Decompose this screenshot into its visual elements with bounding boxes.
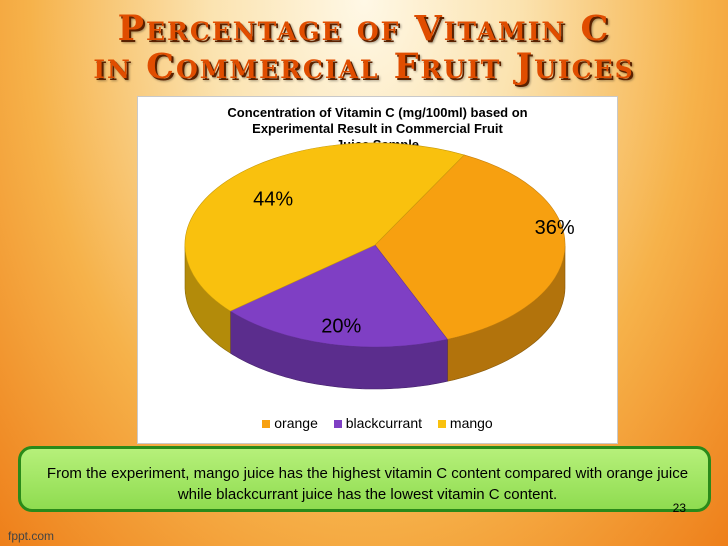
caption-text: From the experiment, mango juice has the… [46, 465, 689, 503]
legend-item-mango: mango [437, 415, 493, 431]
footer-brand: fppt.com [8, 529, 55, 543]
slide-title: Percentage of Vitamin C in Commercial Fr… [0, 0, 728, 86]
data-label-blackcurrant: 20% [321, 316, 361, 338]
data-label-mango: 44% [253, 188, 293, 210]
legend-item-blackcurrant: blackcurrant [333, 415, 423, 431]
chart-panel: Concentration of Vitamin C (mg/100ml) ba… [137, 96, 618, 444]
legend-label-mango: mango [449, 415, 493, 431]
chart-title-line: Concentration of Vitamin C (mg/100ml) ba… [227, 105, 528, 120]
chart-legend: orange blackcurrant mango [138, 415, 617, 431]
legend-swatch-orange [262, 420, 271, 429]
caption-box: From the experiment, mango juice has the… [18, 446, 711, 515]
legend-swatch-blackcurrant [333, 420, 342, 429]
page-number: 23 [672, 501, 686, 515]
legend-item-orange: orange [262, 415, 318, 431]
chart-title-line: Experimental Result in Commercial Fruit [252, 121, 503, 136]
legend-label-blackcurrant: blackcurrant [345, 415, 423, 431]
pie-slice-blackcurrant [229, 244, 448, 348]
slide-title-line-1: Percentage of Vitamin C [117, 8, 611, 49]
pie-slice-orange [374, 154, 566, 340]
legend-label-orange: orange [274, 415, 318, 431]
data-label-orange: 36% [535, 217, 575, 239]
legend-swatch-mango [437, 420, 446, 429]
pie-slice-mango [184, 142, 465, 312]
slide-title-line-2: in Commercial Fruit Juices [93, 46, 635, 87]
pie-chart: 36% 20% 44% [184, 142, 575, 390]
